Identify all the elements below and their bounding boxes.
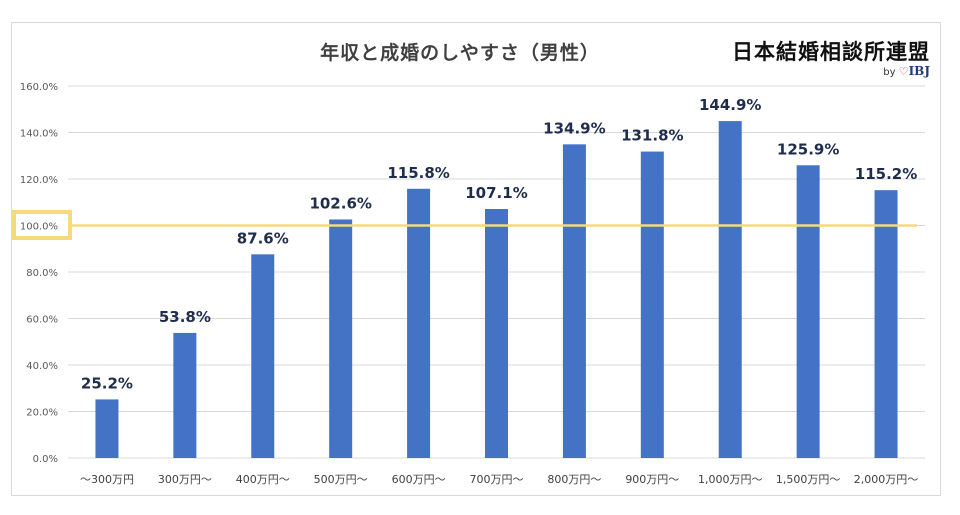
data-label: 102.6% — [309, 194, 371, 212]
data-label: 134.9% — [543, 119, 605, 137]
bar — [562, 144, 586, 459]
bar — [407, 188, 431, 458]
data-label: 131.8% — [621, 127, 683, 145]
y-tick-label: 0.0% — [33, 454, 58, 465]
data-label: 107.1% — [465, 184, 527, 202]
x-tick-label: 500万円～ — [314, 473, 368, 486]
bar — [95, 399, 119, 458]
y-tick-label: 140.0% — [20, 129, 58, 140]
brand-name: 日本結婚相談所連盟 — [732, 40, 930, 64]
y-tick-label: 60.0% — [26, 315, 58, 326]
x-tick-label: 800万円～ — [547, 473, 601, 486]
bar — [874, 190, 898, 458]
data-label: 53.8% — [159, 308, 211, 326]
y-tick-label: 80.0% — [26, 268, 58, 279]
x-tick-label: 2,000万円～ — [854, 473, 919, 486]
brand-by: by — [883, 67, 896, 78]
x-tick-label: 300万円～ — [158, 473, 212, 486]
y-tick-label: 120.0% — [20, 175, 58, 186]
data-label: 125.9% — [777, 140, 839, 158]
y-tick-label: 160.0% — [20, 82, 58, 93]
x-tick-label: 700万円～ — [470, 473, 524, 486]
highlight-100-box — [12, 210, 72, 240]
brand-logo-text: IBJ — [908, 64, 930, 78]
bar — [173, 332, 197, 458]
data-label: 25.2% — [81, 374, 133, 392]
x-tick-label: 1,000万円～ — [698, 473, 763, 486]
y-tick-label: 20.0% — [26, 408, 58, 419]
x-tick-label: 400万円～ — [236, 473, 290, 486]
x-tick-label: 600万円～ — [392, 473, 446, 486]
bar — [329, 219, 353, 458]
bar — [640, 151, 664, 458]
data-label: 115.2% — [855, 165, 917, 183]
y-tick-label: 40.0% — [26, 361, 58, 372]
data-label: 87.6% — [237, 229, 289, 247]
chart-title: 年収と成婚のしやすさ（男性） — [320, 42, 600, 64]
data-label: 144.9% — [699, 96, 761, 114]
x-tick-label: 1,500万円～ — [776, 473, 841, 486]
bar — [796, 165, 820, 458]
bar — [485, 208, 508, 458]
bar — [718, 121, 742, 459]
brand-logo: by ♡IBJ — [840, 64, 930, 78]
x-tick-label: ～300万円 — [80, 473, 134, 486]
y-tick-label: 100.0% — [20, 222, 58, 233]
bar — [251, 254, 275, 458]
data-label: 115.8% — [387, 164, 449, 182]
chart-frame — [11, 22, 941, 496]
x-tick-label: 900万円～ — [625, 473, 679, 486]
heart-icon: ♡ — [898, 65, 909, 78]
